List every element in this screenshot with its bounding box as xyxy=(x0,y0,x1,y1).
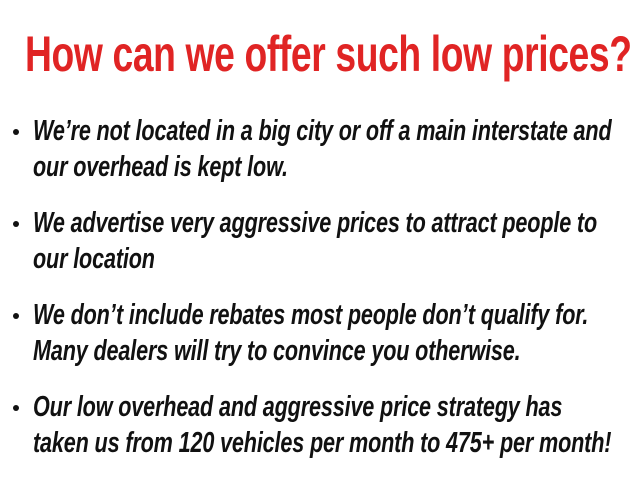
bullet-text: We’re not located in a big city or off a… xyxy=(33,115,612,183)
bullet-dot-icon xyxy=(13,313,19,319)
slide-title: How can we offer such low prices? xyxy=(25,26,632,82)
bullet-text-container: We advertise very aggressive prices to a… xyxy=(33,205,640,277)
list-item: Our low overhead and aggressive price st… xyxy=(0,389,640,461)
bullet-text: We advertise very aggressive prices to a… xyxy=(33,207,598,275)
bullet-dot-icon xyxy=(13,405,19,411)
list-item: We’re not located in a big city or off a… xyxy=(0,113,640,185)
list-item: We don’t include rebates most people don… xyxy=(0,297,640,369)
list-item: We advertise very aggressive prices to a… xyxy=(0,205,640,277)
bullet-text-container: We’re not located in a big city or off a… xyxy=(33,113,640,185)
bullet-dot-icon xyxy=(13,221,19,227)
bullet-text-container: We don’t include rebates most people don… xyxy=(33,297,640,369)
slide-title-container: How can we offer such low prices? xyxy=(25,26,632,84)
bullet-text: Our low overhead and aggressive price st… xyxy=(33,391,612,459)
bullet-dot-icon xyxy=(13,129,19,135)
bullet-text: We don’t include rebates most people don… xyxy=(33,299,589,367)
bullet-list: We’re not located in a big city or off a… xyxy=(0,113,640,461)
bullet-text-container: Our low overhead and aggressive price st… xyxy=(33,389,640,461)
